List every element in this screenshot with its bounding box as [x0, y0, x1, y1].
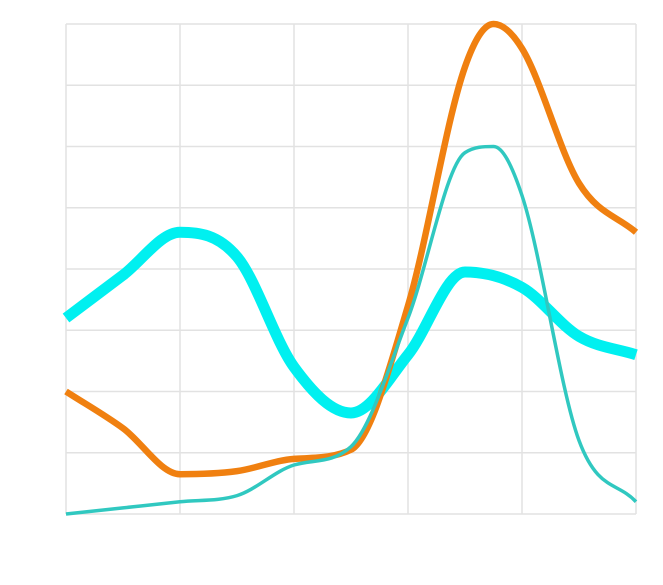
series-line-0: [62, 226, 638, 419]
series-line-2: [65, 144, 638, 516]
series-line-1: [64, 20, 639, 478]
series-group: [62, 20, 639, 516]
